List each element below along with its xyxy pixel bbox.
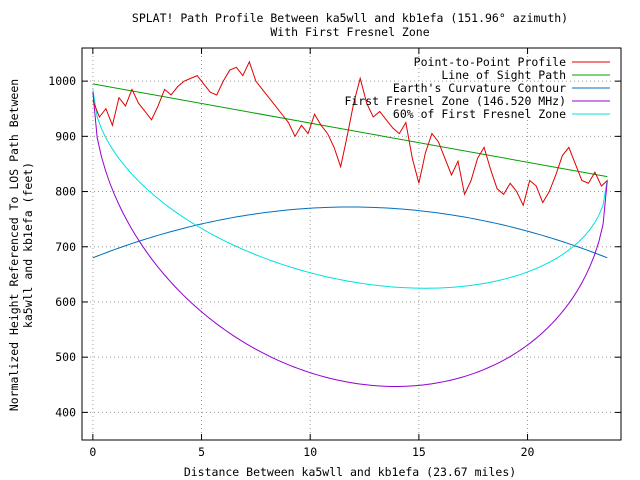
legend-label-2: Earth's Curvature Contour [393,81,566,95]
chart-title: SPLAT! Path Profile Between ka5wll and k… [132,11,568,25]
legend-label-0: Point-to-Point Profile [414,55,566,69]
series-line-4 [92,89,608,289]
legend-label-3: First Fresnel Zone (146.520 MHz) [344,94,566,108]
x-tick-label: 20 [521,445,535,459]
legend-label-1: Line of Sight Path [441,68,566,82]
legend-label-4: 60% of First Fresnel Zone [393,107,566,121]
y-tick-label: 1000 [48,74,76,88]
chart-subtitle: With First Fresnel Zone [270,25,429,39]
y-tick-label: 500 [55,350,76,364]
y-tick-label: 600 [55,295,76,309]
y-tick-label: 800 [55,185,76,199]
x-axis-label: Distance Between ka5wll and kb1efa (23.6… [184,465,516,479]
y-tick-label: 400 [55,405,76,419]
y-axis-label-line1: Normalized Height Referenced To LOS Path… [7,79,21,411]
series-line-1 [92,83,608,178]
series-line-3 [92,92,608,387]
grid-layer [82,48,621,440]
x-tick-label: 5 [198,445,205,459]
y-tick-label: 700 [55,240,76,254]
series-layer [92,60,608,387]
y-axis-label-line2: ka5wll and kb1efa (feet) [21,162,35,328]
series-line-0 [92,60,608,207]
x-tick-label: 15 [412,445,426,459]
x-tick-label: 10 [303,445,317,459]
plot-border [81,47,622,441]
tick-labels: 0 5 10 15 20 400 500 600 700 800 900 1000 [48,74,534,459]
y-tick-label: 900 [55,129,76,143]
x-tick-label: 0 [89,445,96,459]
series-line-2 [92,206,608,259]
